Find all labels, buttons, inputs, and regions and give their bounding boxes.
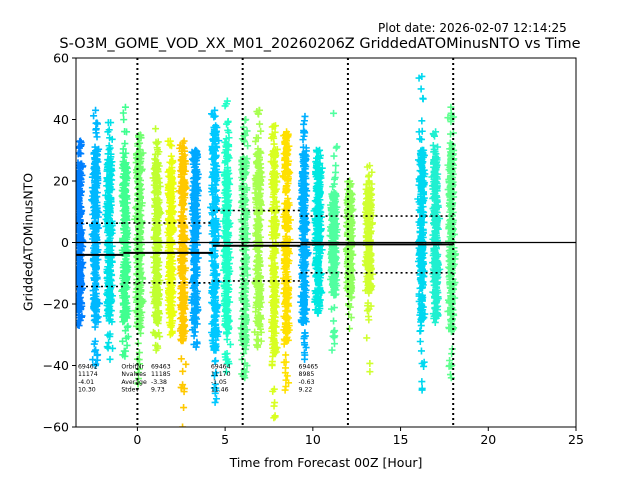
cluster-markers bbox=[76, 137, 87, 330]
orbit-cluster-17 bbox=[326, 109, 341, 354]
cluster-markers bbox=[118, 103, 132, 360]
cluster-markers bbox=[102, 119, 117, 363]
annotation-label: Nvalues bbox=[121, 371, 146, 378]
annotation-value: 11.46 bbox=[211, 386, 229, 393]
orbit-cluster-7 bbox=[175, 137, 191, 427]
y-tick-label: 0 bbox=[61, 235, 69, 250]
cluster-markers bbox=[279, 128, 294, 394]
y-tick-label: −20 bbox=[43, 297, 69, 312]
cluster-markers bbox=[188, 146, 202, 351]
annotation-value: 10.30 bbox=[78, 386, 96, 393]
annotation-value: -3.38 bbox=[151, 379, 167, 386]
y-tick-label: −40 bbox=[43, 358, 69, 373]
cluster-markers bbox=[237, 116, 252, 382]
cluster-markers bbox=[361, 162, 377, 376]
cluster-markers bbox=[219, 97, 234, 376]
orbit-cluster-1 bbox=[88, 106, 104, 369]
x-ticks: 0 5 10 15 20 25 bbox=[133, 427, 584, 447]
orbit-cluster-18 bbox=[342, 177, 357, 333]
orbit-cluster-20 bbox=[414, 72, 430, 394]
orbit-cluster-2 bbox=[102, 119, 117, 363]
orbit-cluster-13 bbox=[267, 122, 281, 422]
annotation-value: 11170 bbox=[211, 371, 231, 378]
cluster-markers bbox=[164, 137, 178, 339]
annotation-value: 11185 bbox=[151, 371, 171, 378]
cluster-markers bbox=[251, 106, 266, 351]
y-ticks: −60 −40 −20 0 20 40 60 bbox=[43, 51, 76, 435]
annotation-value: 69462 bbox=[78, 364, 98, 371]
y-tick-label: 40 bbox=[53, 112, 69, 127]
cluster-markers bbox=[175, 137, 191, 427]
annotation-label: OrbitNr bbox=[121, 364, 144, 371]
cluster-markers bbox=[88, 106, 104, 369]
orbit-cluster-15 bbox=[297, 112, 312, 363]
annotation-value: -1.05 bbox=[211, 379, 227, 386]
x-tick-label: 15 bbox=[393, 432, 409, 447]
orbit-cluster-8 bbox=[188, 146, 202, 351]
cluster-markers bbox=[428, 128, 444, 326]
cluster-markers bbox=[297, 112, 312, 363]
x-axis-label: Time from Forecast 00Z [Hour] bbox=[229, 455, 423, 470]
annotation-value: -0.63 bbox=[299, 379, 315, 386]
cluster-markers bbox=[310, 146, 326, 317]
annotation-label: Average bbox=[121, 379, 147, 386]
annotation-value: 8985 bbox=[299, 371, 315, 378]
chart-title: S-O3M_GOME_VOD_XX_M01_20260206Z GriddedA… bbox=[59, 36, 581, 52]
x-tick-label: 20 bbox=[480, 432, 496, 447]
cluster-markers bbox=[414, 72, 430, 394]
orbit-cluster-3 bbox=[118, 103, 132, 360]
orbit-cluster-10 bbox=[219, 97, 234, 376]
cluster-markers bbox=[342, 177, 357, 333]
orbit-annotation-1: OrbitNrNvaluesAverageStdev6946311185-3.3… bbox=[121, 364, 170, 394]
orbit-cluster-0 bbox=[76, 137, 87, 330]
annotation-value: 11174 bbox=[78, 371, 98, 378]
cluster-markers bbox=[207, 106, 223, 406]
annotation-value: 9.22 bbox=[299, 386, 313, 393]
orbit-cluster-14 bbox=[279, 128, 294, 394]
orbit-cluster-19 bbox=[361, 162, 377, 376]
x-tick-label: 0 bbox=[133, 432, 141, 447]
x-tick-label: 10 bbox=[305, 432, 321, 447]
x-tick-label: 5 bbox=[221, 432, 229, 447]
orbit-cluster-21 bbox=[428, 128, 444, 326]
plot-date: Plot date: 2026-02-07 12:14:25 bbox=[378, 21, 567, 35]
y-tick-label: −60 bbox=[43, 420, 69, 435]
cluster-markers bbox=[326, 109, 341, 354]
annotation-value: 9.73 bbox=[151, 386, 165, 393]
annotation-value: 69463 bbox=[151, 364, 171, 371]
annotation-value: 69465 bbox=[299, 364, 319, 371]
orbit-cluster-6 bbox=[164, 137, 178, 339]
orbit-cluster-4 bbox=[131, 131, 147, 388]
annotation-value: -4.01 bbox=[78, 379, 94, 386]
orbit-cluster-9 bbox=[207, 106, 223, 406]
orbit-cluster-12 bbox=[251, 106, 266, 351]
overlay-lines bbox=[76, 58, 576, 427]
cluster-markers bbox=[149, 125, 165, 354]
y-tick-label: 20 bbox=[53, 174, 69, 189]
annotation-label: Stdev bbox=[121, 386, 139, 393]
cluster-markers bbox=[267, 122, 281, 422]
orbit-cluster-16 bbox=[310, 146, 326, 317]
cluster-markers bbox=[131, 131, 147, 388]
annotation-value: 69464 bbox=[211, 364, 231, 371]
y-tick-label: 60 bbox=[53, 51, 69, 66]
orbit-cluster-11 bbox=[237, 116, 252, 382]
x-tick-label: 25 bbox=[568, 432, 584, 447]
orbit-cluster-5 bbox=[149, 125, 165, 354]
